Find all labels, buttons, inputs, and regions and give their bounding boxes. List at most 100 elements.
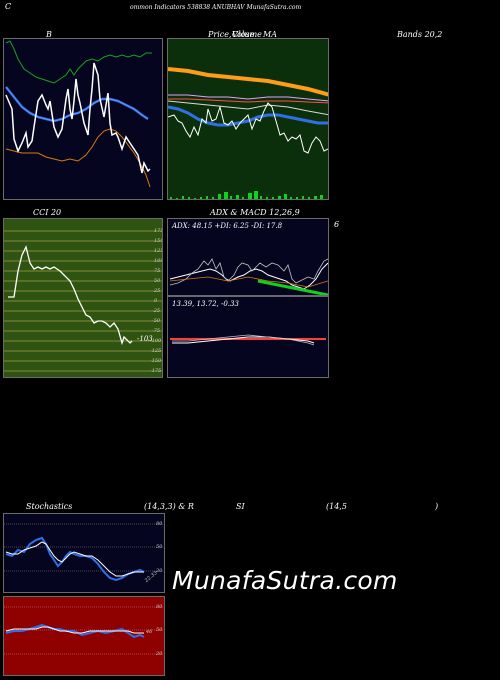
cci-grid [4,230,162,372]
volume-bar [236,195,239,199]
bollinger-lower-band [5,128,151,188]
volume-bar [248,193,252,199]
header-c-letter: C [5,2,12,11]
volume-bar [230,196,232,199]
volume-bar [212,197,214,199]
watermark-logo: MunafaSutra.com [172,566,398,595]
cci-tick: -75 [152,328,161,334]
volume-bar [176,198,178,199]
volume-bar [320,195,323,199]
price-close-line [168,102,328,154]
stoch-title-b: (14,3,3) & R [144,502,194,511]
rsi-chart [4,606,164,655]
volume-bar [272,197,274,199]
adx-stats: ADX: 48.15 +DI: 6.25 -DI: 17.8 [172,222,283,230]
cci-tick: -100 [150,338,162,344]
adx-main-line [257,279,328,295]
bollinger-chart [5,40,152,188]
cci-line [8,245,133,346]
macd-stats: 13.39, 13.72, -0.33 [172,300,239,308]
volume-bars [170,191,323,199]
volume-bar [290,197,292,199]
adx-plus-di [169,258,328,286]
stoch-title-c: SI [236,502,245,511]
volume-bar [278,196,281,199]
price-ma-pink [168,94,328,102]
cci-value-label: -103 [137,335,153,343]
macd-signal-line [172,336,315,344]
stoch-chart [4,523,164,582]
price-chart [168,67,328,199]
volume-bar [200,197,202,199]
macd-chart [170,334,326,346]
stoch-d-line [5,541,144,577]
adx-macd-title: ADX & MACD 12,26,9 [210,208,300,217]
volume-bar [224,192,228,199]
bollinger-panel [3,38,163,200]
rsi-tick: 80 [156,604,163,610]
volume-bar [296,197,298,199]
cci-tick: 50 [154,278,161,284]
rsi-line-blue [5,623,145,639]
price-panel [167,38,329,200]
rsi-panel: 80 50 20 46 [3,596,165,676]
price-ma-blue [168,105,328,127]
adx-chart [169,258,328,295]
macd-line [172,334,315,346]
bollinger-middle-band-outline [5,86,149,122]
cci-panel: 175 150 125 100 75 50 25 0 -25 -50 -75 -… [3,218,163,378]
stoch-title-d: (14,5 [326,502,347,511]
volume-bar [260,196,262,199]
bollinger-title: B [46,30,52,39]
stoch-title-e: ) [435,502,439,511]
cci-tick: 100 [154,258,163,264]
cci-tick: -175 [150,368,162,374]
stoch-k-line [5,536,145,582]
volume-bar [302,196,304,199]
cci-tick: 25 [154,288,161,294]
price-title-c: MA [263,30,277,39]
volume-bar [308,197,310,199]
price-ma-red [168,98,328,104]
price-ma-orange [168,67,328,97]
cci-tick: 125 [154,248,163,254]
price-title-a: Price, [208,30,232,39]
volume-bar [314,196,317,199]
adx-panel: ADX: 48.15 +DI: 6.25 -DI: 17.8 [167,218,329,296]
adx-title-suffix: 6 [334,220,340,229]
adx-minus-di [169,276,328,288]
rsi-tick: 20 [156,651,163,657]
stoch-title-a: Stochastics [26,502,73,511]
volume-bar [218,194,221,199]
cci-title: CCI 20 [33,208,62,217]
volume-bar [242,197,244,199]
stoch-panel: 80 50 20 22.33 [3,513,165,593]
price-title-b: Volume [232,30,262,39]
cci-tick: 0 [154,298,158,304]
cci-tick: -125 [150,348,162,354]
cci-tick: 150 [154,238,163,244]
bollinger-upper-band [5,40,152,84]
price-title-overlay: Close [232,30,255,39]
volume-bar [188,197,190,199]
stoch-tick: 20 [156,568,163,574]
rsi-grid [4,606,164,655]
cci-tick: -150 [150,358,162,364]
stoch-tick: 80 [156,521,163,527]
macd-panel: 13.39, 13.72, -0.33 [167,296,329,378]
volume-bar [266,197,268,199]
volume-bar [254,191,258,199]
page-title: ommon Indicators 538838 ANUBHAV MunafaSu… [130,4,302,11]
cci-tick: -50 [152,318,161,324]
bands-title: Bands 20,2 [397,30,443,39]
rsi-tick: 50 [156,627,163,633]
volume-bar [194,198,196,199]
price-ma-white-thin [168,100,328,116]
volume-bar [206,196,208,199]
cci-chart [4,230,162,372]
stoch-tick: 50 [156,544,163,550]
cci-tick: 175 [154,228,163,234]
rsi-line-white [5,626,144,634]
volume-bar [170,197,172,199]
bollinger-price-line [5,62,151,174]
